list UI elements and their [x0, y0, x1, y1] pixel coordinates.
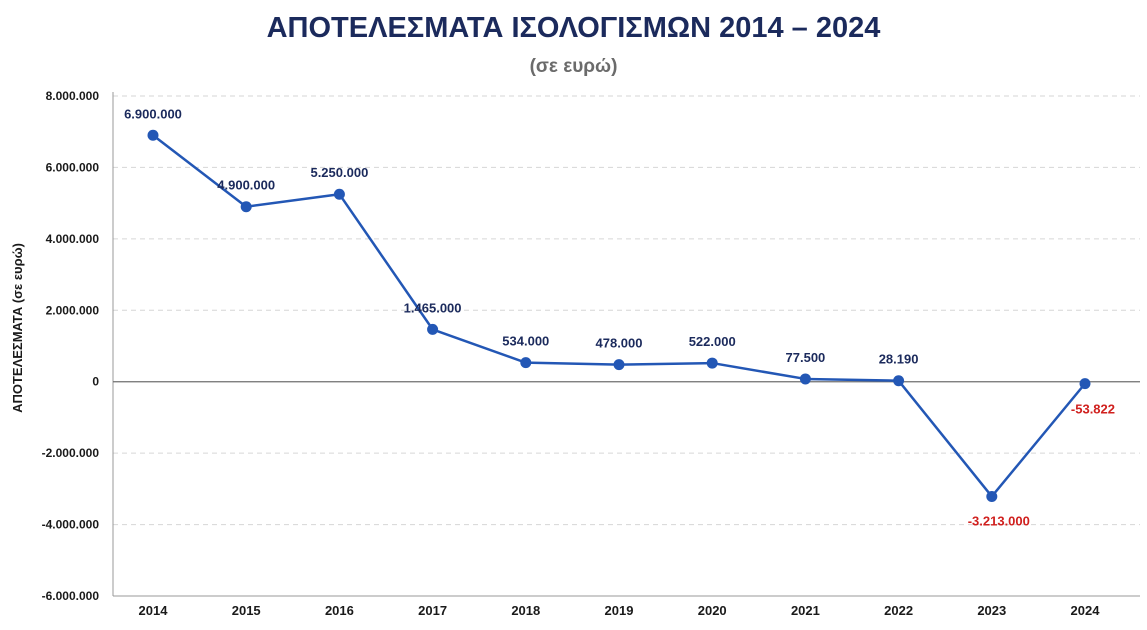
data-label: 478.000 — [596, 336, 643, 351]
y-tick-label: 8.000.000 — [46, 89, 100, 103]
data-point — [706, 357, 718, 369]
y-tick-label: 0 — [92, 375, 99, 389]
data-label: 28.190 — [879, 352, 919, 367]
data-point — [799, 373, 811, 385]
series-line-path — [152, 134, 1086, 498]
x-tick-label: 2017 — [418, 603, 447, 618]
y-tick-label: 4.000.000 — [46, 232, 100, 246]
y-tick-label: -2.000.000 — [42, 446, 100, 460]
data-labels: 6.900.000 4.900.000 5.250.000 1.465.000 534.… — [124, 106, 1115, 528]
data-label: -53.822 — [1071, 402, 1115, 417]
y-tick-label: -6.000.000 — [42, 589, 100, 603]
data-label: 534.000 — [502, 334, 549, 349]
data-point — [986, 490, 998, 502]
data-label: 1.465.000 — [404, 300, 462, 315]
data-label: 6.900.000 — [124, 106, 182, 121]
data-point — [427, 323, 439, 335]
data-point — [893, 375, 905, 387]
y-axis-ticks: 8.000.000 6.000.000 4.000.000 2.000.000 0 -2.… — [42, 89, 100, 603]
x-tick-label: 2022 — [884, 603, 913, 618]
data-point — [613, 359, 625, 371]
series-line — [152, 134, 1086, 498]
y-tick-label: -4.000.000 — [42, 518, 100, 532]
y-tick-label: 6.000.000 — [46, 160, 100, 174]
axes — [112, 92, 1140, 597]
y-tick-label: 2.000.000 — [46, 303, 100, 317]
data-point — [240, 201, 252, 213]
data-label: 522.000 — [689, 334, 736, 349]
y-axis-label: ΑΠΟΤΕΛΕΣΜΑΤΑ (σε ευρώ) — [10, 243, 25, 413]
x-tick-label: 2021 — [791, 603, 820, 618]
data-label: 5.250.000 — [310, 165, 368, 180]
data-label: -3.213.000 — [968, 513, 1030, 528]
x-tick-label: 2014 — [139, 603, 169, 618]
chart-title: ΑΠΟΤΕΛΕΣΜΑΤΑ ΙΣΟΛΟΓΙΣΜΩΝ 2014 – 2024 — [266, 12, 881, 44]
data-label: 4.900.000 — [217, 178, 275, 193]
data-point — [333, 188, 345, 200]
x-tick-label: 2019 — [605, 603, 634, 618]
x-tick-label: 2024 — [1071, 603, 1101, 618]
chart-subtitle: (σε ευρώ) — [529, 56, 618, 77]
data-label: 77.500 — [786, 350, 826, 365]
data-point — [1079, 378, 1091, 390]
x-tick-label: 2015 — [232, 603, 261, 618]
data-point — [520, 357, 532, 369]
x-tick-label: 2020 — [698, 603, 727, 618]
x-tick-label: 2023 — [977, 603, 1006, 618]
x-axis-ticks: 2014 2015 2016 2017 2018 2019 2020 2021 2022 2023… — [139, 603, 1101, 618]
data-point — [147, 129, 159, 141]
data-points — [147, 129, 1091, 502]
x-tick-label: 2016 — [325, 603, 354, 618]
x-tick-label: 2018 — [511, 603, 540, 618]
